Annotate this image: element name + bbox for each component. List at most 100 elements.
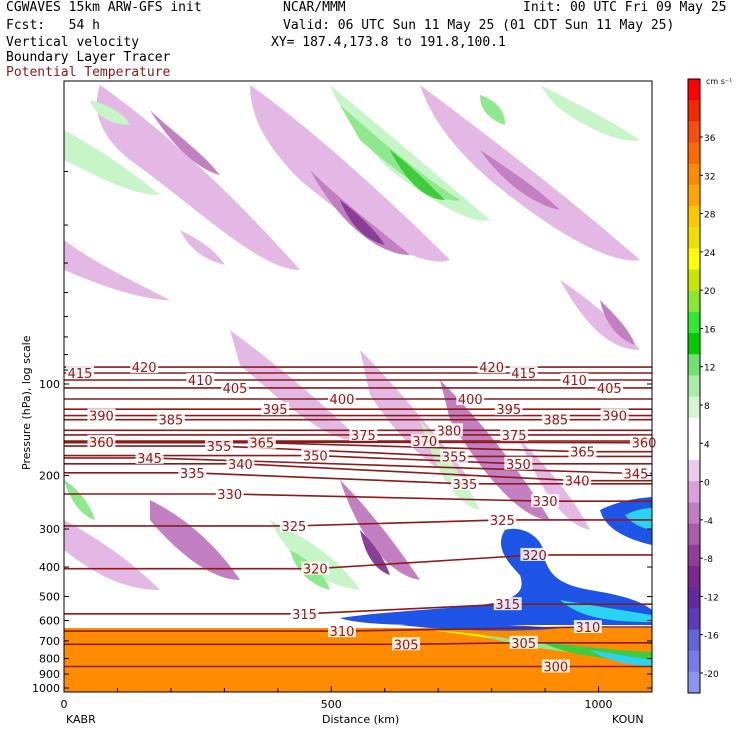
boundary-layer-orange [64, 623, 652, 692]
theta-label-bg [186, 372, 215, 386]
theta-label-340: 340 [228, 458, 253, 473]
forecast-hour: Fcst: 54 h [6, 18, 100, 33]
theta-label-325: 325 [281, 520, 306, 535]
y-axis-label: Pressure (hPa), log scale [20, 335, 33, 470]
theta-label-395: 395 [496, 403, 521, 418]
theta-label-bg [531, 494, 560, 508]
theta-label-bg [221, 380, 250, 394]
colorbar-swatch [688, 650, 700, 673]
theta-label-bg [509, 635, 538, 649]
theta-label-bg [327, 624, 356, 638]
theta-label-bg [66, 365, 95, 379]
colorbar-swatch [688, 608, 700, 630]
colorbar-swatch [688, 481, 700, 503]
colorbar-swatch [688, 375, 700, 398]
theta-label-325: 325 [490, 514, 515, 529]
colorbar-swatch [688, 184, 700, 207]
theta-label-320: 320 [303, 563, 328, 578]
colorbar-swatch [688, 396, 700, 419]
theta-contour-labels: 420 420 415 415 410 410 405 405 400 400 395 395 390 3… [66, 360, 658, 676]
theta-label-305: 305 [511, 637, 536, 652]
theta-label-bg [135, 450, 164, 464]
theta-label-bg [87, 408, 116, 422]
theta-label-bg [595, 380, 624, 394]
theta-label-350: 350 [506, 458, 531, 473]
theta-label-315: 315 [495, 598, 520, 613]
valid-time: Valid: 06 UTC Sun 11 May 25 (01 CDT Sun … [283, 18, 675, 33]
theta-label-350: 350 [303, 450, 328, 465]
colorbar-swatch [688, 121, 700, 144]
velocity-colorbar: cm s⁻¹ 36 32 28 24 20 16 12 8 4 0 -4 -8 -12 -16 -20 [687, 77, 732, 694]
theta-label-bg [520, 547, 549, 561]
theta-label-bg [450, 476, 479, 490]
colorbar-label: 12 [704, 364, 715, 374]
theta-label-390: 390 [89, 410, 114, 425]
theta-line-315 [64, 603, 652, 615]
theta-label-bg [493, 597, 522, 611]
theta-label-bg [410, 434, 439, 448]
theta-label-bg [600, 408, 629, 422]
cross-section-coords: XY= 187.4,173.8 to 191.8,100.1 [271, 35, 506, 50]
theta-label-bg [215, 486, 244, 500]
colorbar-frame [687, 78, 701, 694]
y-tick-label: 200 [39, 470, 60, 483]
vertical-velocity-shading [64, 85, 640, 590]
theta-label-355: 355 [207, 440, 232, 455]
colorbar-swatch [688, 206, 700, 228]
colorbar-label: 8 [704, 402, 710, 412]
theta-label-bg [226, 456, 255, 470]
theta-label-310: 310 [330, 625, 355, 640]
theta-label-410: 410 [562, 374, 587, 389]
theta-label-bg [279, 518, 308, 532]
theta-label-bg [247, 435, 276, 449]
theta-label-405: 405 [223, 382, 248, 397]
colorbar-swatch [688, 311, 700, 334]
theta-line-335 [64, 472, 652, 485]
colorbar-swatch [688, 544, 700, 567]
theta-label-bg [541, 659, 570, 673]
theta-label-405: 405 [597, 382, 622, 397]
theta-label-385: 385 [158, 414, 183, 429]
theta-line-325 [64, 519, 652, 527]
x-tick-label: 0 [61, 698, 68, 711]
theta-label-bg [563, 473, 592, 487]
theta-label-310: 310 [575, 621, 600, 636]
colorbar-label: 16 [704, 325, 716, 335]
y-tick-label: 300 [39, 523, 60, 536]
colorbar-swatch [688, 333, 700, 355]
y-tick-label: 700 [39, 635, 60, 648]
colorbar-label: -16 [704, 632, 719, 642]
theta-label-415: 415 [511, 367, 536, 382]
theta-label-415: 415 [68, 367, 93, 382]
theta-label-bg [130, 360, 159, 374]
theta-label-400: 400 [330, 393, 355, 408]
colorbar-swatch [688, 629, 700, 652]
theta-line-350 [64, 454, 652, 465]
theta-label-340: 340 [565, 475, 590, 490]
theta-label-315: 315 [292, 608, 317, 623]
theta-label-bg [327, 391, 356, 405]
theta-label-330: 330 [217, 488, 242, 503]
colorbar-swatch [688, 565, 700, 588]
theta-label-330: 330 [533, 495, 558, 510]
theta-label-370: 370 [412, 435, 437, 450]
theta-label-360: 360 [89, 436, 114, 451]
theta-label-375: 375 [351, 429, 376, 444]
theta-label-365: 365 [570, 446, 595, 461]
y-tick-label: 800 [39, 653, 60, 666]
theta-label-305: 305 [394, 638, 419, 653]
colorbar-swatch [688, 163, 700, 186]
right-station-label: KOUN [612, 713, 644, 726]
colorbar-swatch [688, 248, 700, 271]
y-tick-label: 500 [39, 590, 60, 603]
colorbar-swatch [688, 142, 700, 165]
theta-label-bg [434, 423, 463, 437]
colorbar-swatch [688, 438, 700, 461]
theta-label-300: 300 [543, 661, 568, 676]
theta-label-380: 380 [436, 424, 461, 439]
colorbar-label: 0 [704, 479, 710, 489]
theta-label-320: 320 [522, 549, 547, 564]
org-label: NCAR/MMM [283, 0, 346, 15]
theta-label-bg [178, 465, 207, 479]
